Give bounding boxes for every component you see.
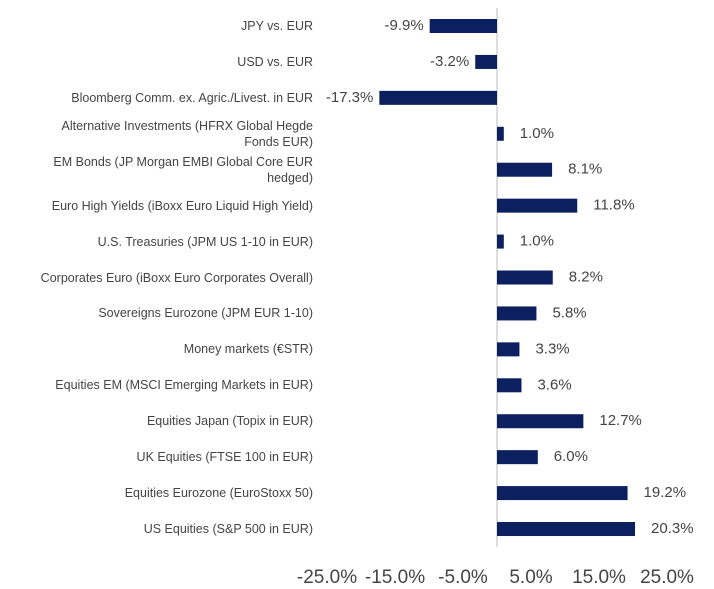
value-label: -3.2%	[430, 53, 469, 70]
bar	[497, 522, 636, 537]
value-label: -17.3%	[326, 89, 374, 106]
bar	[429, 19, 497, 33]
category-label: Euro High Yields (iBoxx Euro Liquid High…	[51, 198, 313, 213]
value-label: 8.1%	[568, 161, 602, 178]
x-tick-label: 15.0%	[572, 567, 626, 588]
bar	[497, 414, 584, 429]
value-label: 3.6%	[537, 376, 571, 393]
value-label: 5.8%	[552, 304, 586, 321]
bar	[497, 306, 537, 321]
category-label: Equities EM (MSCI Emerging Markets in EU…	[55, 378, 313, 393]
category-label: JPY vs. EUR	[240, 19, 313, 33]
bar	[497, 234, 504, 249]
category-label: US Equities (S&P 500 in EUR)	[143, 522, 313, 537]
bar	[379, 90, 497, 105]
bar	[497, 270, 553, 285]
bar	[497, 450, 538, 465]
x-tick-label: -25.0%	[297, 567, 357, 588]
value-label: 11.8%	[593, 197, 634, 214]
category-label: UK Equities (FTSE 100 in EUR)	[136, 450, 313, 465]
value-label: 8.2%	[569, 268, 603, 285]
bar	[475, 54, 497, 69]
value-label: 19.2%	[644, 484, 687, 501]
value-label: 1.0%	[520, 233, 554, 250]
value-label: 1.0%	[520, 125, 554, 142]
category-label: Bloomberg Comm. ex. Agric./Livest. in EU…	[71, 90, 313, 105]
category-label: Sovereigns Eurozone (JPM EUR 1-10)	[98, 306, 313, 321]
category-label: U.S. Treasuries (JPM US 1-10 in EUR)	[97, 234, 313, 249]
bar	[497, 342, 520, 357]
category-label: Money markets (€STR)	[183, 342, 313, 357]
category-label: USD vs. EUR	[237, 54, 313, 69]
x-tick-label: -5.0%	[438, 567, 488, 588]
bar	[497, 378, 522, 393]
x-tick-label: 25.0%	[640, 567, 694, 588]
x-tick-label: 5.0%	[509, 567, 552, 588]
bar	[497, 162, 553, 177]
category-label: Alternative Investments (HFRX Global Heg…	[61, 118, 314, 149]
category-label: Equities Japan (Topix in EUR)	[146, 414, 313, 429]
category-label: EM Bonds (JP Morgan EMBI Global Core EUR…	[53, 154, 313, 185]
value-label: 20.3%	[651, 520, 694, 537]
value-label: 3.3%	[535, 340, 569, 357]
bar	[497, 486, 628, 501]
category-label: Corporates Euro (iBoxx Euro Corporates O…	[40, 270, 313, 285]
value-label: 12.7%	[599, 412, 642, 429]
x-tick-label: -15.0%	[365, 567, 425, 588]
bar	[497, 126, 504, 141]
category-label: Equities Eurozone (EuroStoxx 50)	[124, 486, 313, 501]
value-label: -9.9%	[384, 17, 423, 34]
value-label: 6.0%	[554, 448, 588, 465]
bar	[497, 198, 578, 213]
